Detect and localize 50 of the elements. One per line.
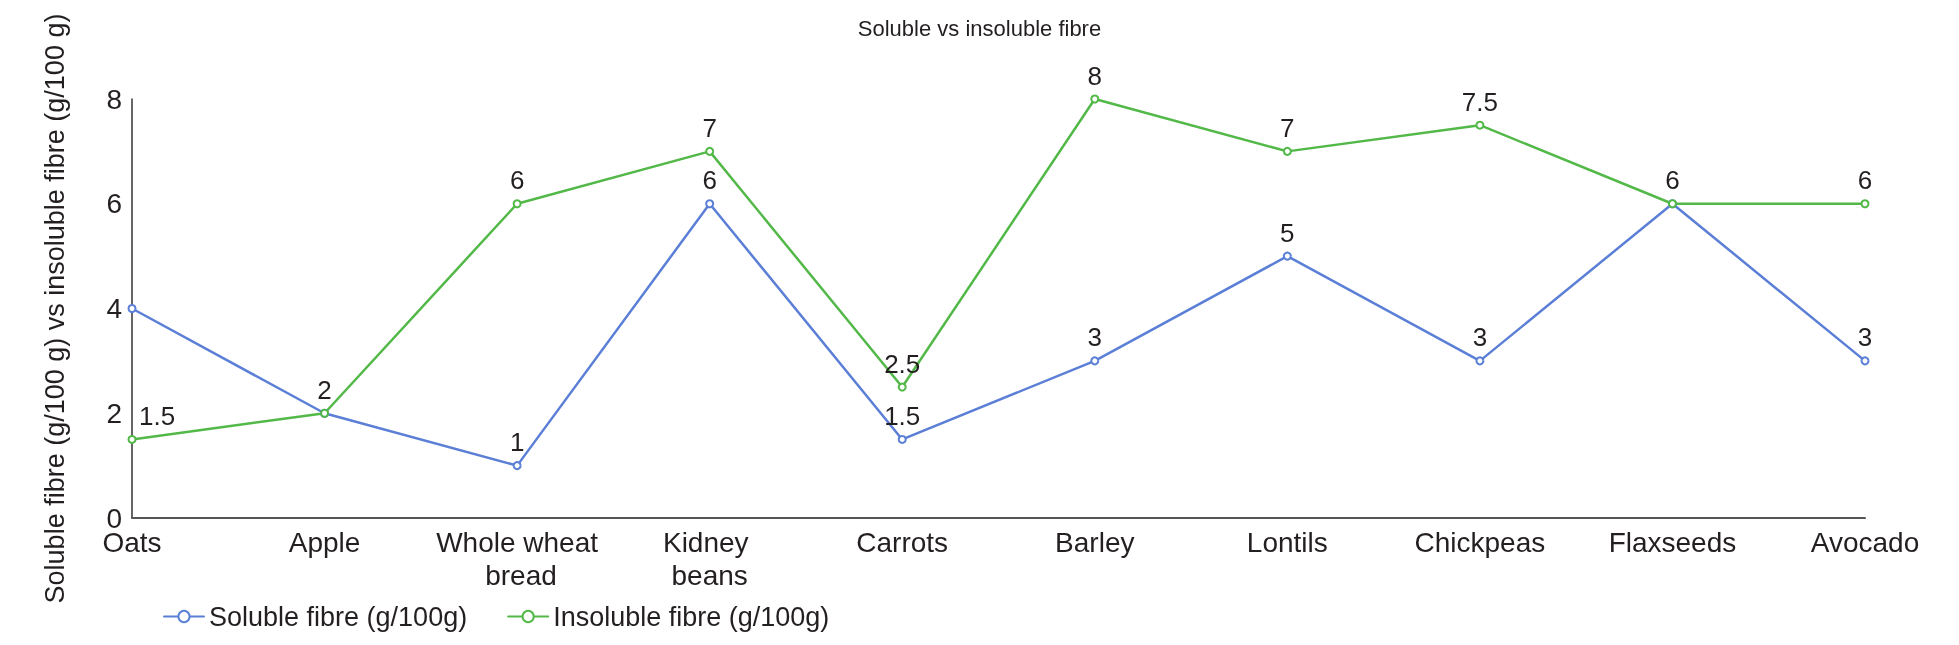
data-label: 2: [317, 374, 332, 405]
x-tick-label: Kidney beans: [662, 527, 757, 591]
x-tick-label: Carrots: [856, 527, 949, 558]
data-label: 3: [1087, 322, 1103, 353]
data-label: 1: [509, 427, 525, 458]
point: [1860, 356, 1870, 366]
x-tick-label: Lontils: [1246, 527, 1328, 558]
x-tick-label: Barley: [1055, 527, 1135, 558]
data-label: 1.5: [884, 400, 921, 431]
y-axis-title: Soluble fibre (g/100 g) vs insoluble fibre (g/100 g): [40, 13, 70, 604]
point: [1090, 94, 1100, 104]
point: [512, 461, 522, 471]
data-label: 1.5: [139, 400, 176, 431]
point: [705, 199, 715, 209]
point: [512, 199, 522, 209]
x-tick-label: Flaxseeds: [1608, 527, 1737, 558]
data-label: 6: [1857, 165, 1873, 196]
data-label: 6: [702, 165, 717, 196]
data-label: 2.5: [884, 348, 921, 379]
point: [1475, 356, 1485, 366]
x-tick-label: Apple: [288, 527, 361, 558]
point: [897, 382, 907, 392]
data-label: 5: [1280, 217, 1295, 248]
y-tick-label: 4: [106, 293, 122, 324]
point: [127, 434, 137, 444]
point: [1282, 251, 1292, 261]
data-label: 6: [509, 165, 525, 196]
legend-label: Soluble fibre (g/100g): [209, 601, 468, 632]
y-tick-label: 8: [106, 83, 122, 115]
data-label: 8: [1087, 60, 1103, 91]
chart-title: Soluble vs insoluble fibre: [857, 15, 1102, 41]
point: [1090, 356, 1100, 366]
point: [705, 146, 715, 156]
point: [127, 304, 137, 313]
point: [897, 434, 907, 444]
x-tick-label: Chickpeas: [1414, 527, 1546, 558]
data-label: 3: [1472, 322, 1488, 353]
y-tick-label: 6: [106, 188, 122, 220]
x-tick-label: Whole wheat bread: [436, 527, 599, 591]
point: [1860, 199, 1870, 209]
data-label: 7.5: [1461, 86, 1498, 117]
point: [1475, 120, 1485, 130]
point: [1282, 146, 1292, 156]
x-tick-label: Avocado: [1810, 527, 1920, 558]
data-label: 3: [1857, 322, 1873, 353]
y-tick-label: 2: [106, 397, 122, 429]
data-label: 6: [1665, 165, 1680, 196]
legend-label: Insoluble fibre (g/100g): [553, 601, 830, 632]
data-label: 7: [702, 112, 717, 143]
data-label: 7: [1280, 112, 1295, 143]
